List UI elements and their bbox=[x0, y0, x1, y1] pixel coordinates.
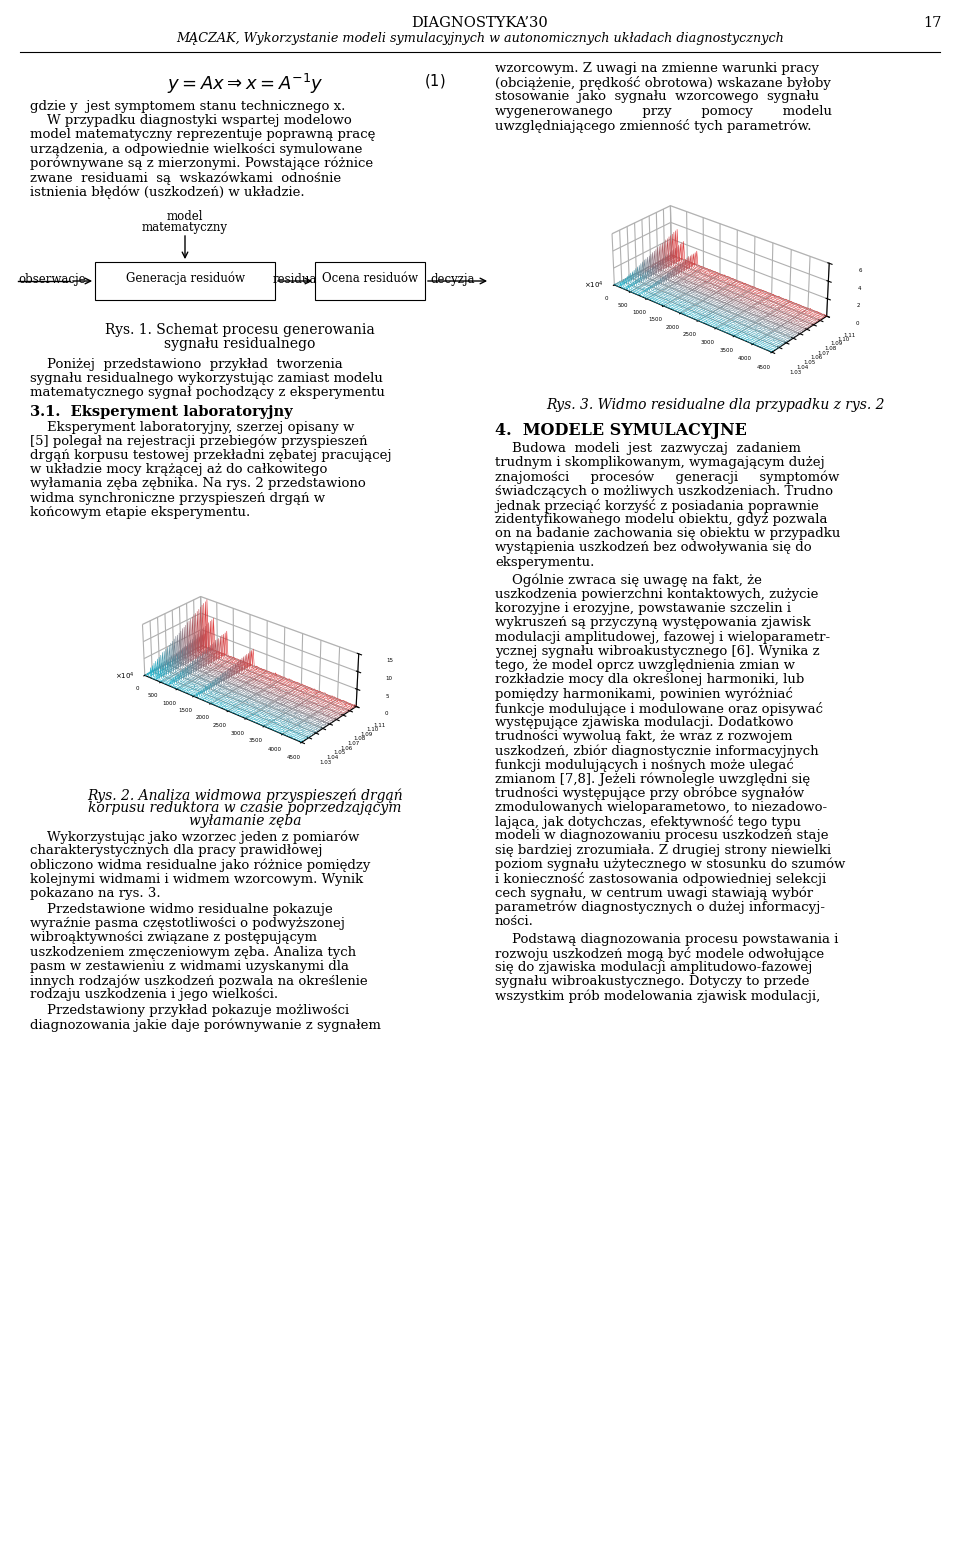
Text: Poniżej  przedstawiono  przykład  tworzenia: Poniżej przedstawiono przykład tworzenia bbox=[30, 357, 343, 372]
Text: charakterystycznych dla pracy prawidłowej: charakterystycznych dla pracy prawidłowe… bbox=[30, 845, 323, 857]
Text: wygenerowanego       przy       pomocy       modelu: wygenerowanego przy pomocy modelu bbox=[495, 105, 832, 117]
Text: korpusu reduktora w czasie poprzedzającym: korpusu reduktora w czasie poprzedzający… bbox=[88, 801, 401, 815]
Text: $\times10^4$: $\times10^4$ bbox=[585, 279, 604, 292]
Text: kolejnymi widmami i widmem wzorcowym. Wynik: kolejnymi widmami i widmem wzorcowym. Wy… bbox=[30, 873, 363, 885]
Text: ności.: ności. bbox=[495, 915, 534, 927]
Text: zmianom [7,8]. Jeżeli równolegle uwzględni się: zmianom [7,8]. Jeżeli równolegle uwzględ… bbox=[495, 773, 810, 787]
Text: Rys. 1. Schemat procesu generowania: Rys. 1. Schemat procesu generowania bbox=[106, 323, 374, 337]
Text: poziom sygnału użytecznego w stosunku do szumów: poziom sygnału użytecznego w stosunku do… bbox=[495, 859, 846, 871]
Text: Eksperyment laboratoryjny, szerzej opisany w: Eksperyment laboratoryjny, szerzej opisa… bbox=[30, 420, 354, 434]
Text: $\times10^4$: $\times10^4$ bbox=[115, 670, 134, 682]
Text: Przedstawione widmo residualne pokazuje: Przedstawione widmo residualne pokazuje bbox=[30, 902, 333, 916]
Text: eksperymentu.: eksperymentu. bbox=[495, 556, 594, 568]
Text: decyzja: decyzja bbox=[430, 273, 474, 286]
Text: [5] polegał na rejestracji przebiegów przyspieszeń: [5] polegał na rejestracji przebiegów pr… bbox=[30, 436, 368, 448]
Text: w układzie mocy krążącej aż do całkowitego: w układzie mocy krążącej aż do całkowite… bbox=[30, 464, 327, 476]
Text: 3.1.  Eksperyment laboratoryjny: 3.1. Eksperyment laboratoryjny bbox=[30, 404, 293, 418]
Text: pomiędzy harmonikami, powinien wyróżniać: pomiędzy harmonikami, powinien wyróżniać bbox=[495, 687, 793, 701]
Text: zwane  residuami  są  wskazówkami  odnośnie: zwane residuami są wskazówkami odnośnie bbox=[30, 172, 341, 184]
Text: matematyczny: matematyczny bbox=[142, 222, 228, 234]
Text: gdzie y  jest symptomem stanu technicznego x.: gdzie y jest symptomem stanu techniczneg… bbox=[30, 100, 346, 112]
Text: stosowanie  jako  sygnału  wzorcowego  sygnału: stosowanie jako sygnału wzorcowego sygna… bbox=[495, 91, 819, 103]
Text: pasm w zestawieniu z widmami uzyskanymi dla: pasm w zestawieniu z widmami uzyskanymi … bbox=[30, 960, 349, 973]
Text: wystąpienia uszkodzeń bez odwoływania się do: wystąpienia uszkodzeń bez odwoływania si… bbox=[495, 542, 811, 554]
Text: uszkodzeniem zmęczeniowym zęba. Analiza tych: uszkodzeniem zmęczeniowym zęba. Analiza … bbox=[30, 946, 356, 958]
Text: funkcji modulujących i nośnych może ulegać: funkcji modulujących i nośnych może uleg… bbox=[495, 759, 794, 773]
Text: wykruszeń są przyczyną występowania zjawisk: wykruszeń są przyczyną występowania zjaw… bbox=[495, 617, 811, 629]
Text: widma synchroniczne przyspieszeń drgąń w: widma synchroniczne przyspieszeń drgąń w bbox=[30, 492, 325, 504]
Text: porównywane są z mierzonymi. Powstające różnice: porównywane są z mierzonymi. Powstające … bbox=[30, 156, 373, 170]
Text: rozwoju uszkodzeń mogą być modele odwołujące: rozwoju uszkodzeń mogą być modele odwołu… bbox=[495, 948, 824, 962]
Text: Generacja residuów: Generacja residuów bbox=[126, 272, 245, 284]
Text: Budowa  modeli  jest  zazwyczaj  zadaniem: Budowa modeli jest zazwyczaj zadaniem bbox=[495, 442, 801, 454]
Text: DIAGNOSTYKA’30: DIAGNOSTYKA’30 bbox=[412, 16, 548, 30]
Text: $(1)$: $(1)$ bbox=[423, 72, 445, 91]
Text: 17: 17 bbox=[924, 16, 942, 30]
Text: trudności występujące przy obróbce sygnałów: trudności występujące przy obróbce sygna… bbox=[495, 787, 804, 801]
Text: residua: residua bbox=[273, 273, 317, 286]
Text: sygnału residualnego wykorzystując zamiast modelu: sygnału residualnego wykorzystując zamia… bbox=[30, 372, 383, 386]
Text: Rys. 2. Analiza widmowa przyspieszeń drgąń: Rys. 2. Analiza widmowa przyspieszeń drg… bbox=[87, 788, 403, 802]
Text: funkcje modulujące i modulowane oraz opisywać: funkcje modulujące i modulowane oraz opi… bbox=[495, 701, 823, 715]
Text: znajomości     procesów     generacji     symptomów: znajomości procesów generacji symptomów bbox=[495, 470, 839, 484]
Text: się do zjawiska modulacji amplitudowo-fazowej: się do zjawiska modulacji amplitudowo-fa… bbox=[495, 962, 812, 974]
Text: on na badanie zachowania się obiektu w przypadku: on na badanie zachowania się obiektu w p… bbox=[495, 528, 840, 540]
Text: tego, że model oprcz uwzględnienia zmian w: tego, że model oprcz uwzględnienia zmian… bbox=[495, 659, 795, 671]
Text: istnienia błędów (uszkodzeń) w układzie.: istnienia błędów (uszkodzeń) w układzie. bbox=[30, 186, 304, 198]
Text: MĄCZAK, Wykorzystanie modeli symulacyjnych w autonomicznych układach diagnostycz: MĄCZAK, Wykorzystanie modeli symulacyjny… bbox=[176, 31, 784, 45]
Text: trudności wywoluą fakt, że wraz z rozwojem: trudności wywoluą fakt, że wraz z rozwoj… bbox=[495, 731, 793, 743]
Text: lająca, jak dotychczas, efektywność tego typu: lająca, jak dotychczas, efektywność tego… bbox=[495, 815, 801, 829]
Text: Ogólnie zwraca się uwagę na fakt, że: Ogólnie zwraca się uwagę na fakt, że bbox=[495, 574, 762, 587]
Text: korozyjne i erozyjne, powstawanie szczelin i: korozyjne i erozyjne, powstawanie szczel… bbox=[495, 603, 791, 615]
Text: W przypadku diagnostyki wspartej modelowo: W przypadku diagnostyki wspartej modelow… bbox=[30, 114, 351, 126]
Text: Podstawą diagnozowania procesu powstawania i: Podstawą diagnozowania procesu powstawan… bbox=[495, 933, 838, 946]
Text: modulacji amplitudowej, fazowej i wieloparametr-: modulacji amplitudowej, fazowej i wielop… bbox=[495, 631, 830, 643]
Text: sygnału residualnego: sygnału residualnego bbox=[164, 337, 316, 351]
Text: wzorcowym. Z uwagi na zmienne warunki pracy: wzorcowym. Z uwagi na zmienne warunki pr… bbox=[495, 62, 819, 75]
Text: wyłamania zęba zębnika. Na rys. 2 przedstawiono: wyłamania zęba zębnika. Na rys. 2 przeds… bbox=[30, 478, 366, 490]
Text: drgąń korpusu testowej przekładni zębatej pracującej: drgąń korpusu testowej przekładni zębate… bbox=[30, 450, 392, 462]
Text: innych rodzajów uszkodzeń pozwala na określenie: innych rodzajów uszkodzeń pozwala na okr… bbox=[30, 974, 368, 988]
Text: modeli w diagnozowaniu procesu uszkodzeń staje: modeli w diagnozowaniu procesu uszkodzeń… bbox=[495, 829, 828, 843]
Text: Ocena residuów: Ocena residuów bbox=[322, 272, 418, 284]
Text: końcowym etapie eksperymentu.: końcowym etapie eksperymentu. bbox=[30, 506, 251, 518]
Text: jednak przeciąć korzyść z posiadania poprawnie: jednak przeciąć korzyść z posiadania pop… bbox=[495, 500, 819, 514]
Text: trudnym i skomplikowanym, wymagającym dużej: trudnym i skomplikowanym, wymagającym du… bbox=[495, 456, 825, 470]
Text: model matematyczny reprezentuje poprawną pracę: model matematyczny reprezentuje poprawną… bbox=[30, 128, 375, 142]
Text: parametrów diagnostycznych o dużej informacyj-: parametrów diagnostycznych o dużej infor… bbox=[495, 901, 825, 913]
Text: wyraźnie pasma częstotliwości o podwyższonej: wyraźnie pasma częstotliwości o podwyższ… bbox=[30, 918, 345, 930]
Text: i konieczność zastosowania odpowiedniej selekcji: i konieczność zastosowania odpowiedniej … bbox=[495, 873, 827, 887]
Text: ycznej sygnału wibroakustycznego [6]. Wynika z: ycznej sygnału wibroakustycznego [6]. Wy… bbox=[495, 645, 820, 657]
Text: obserwacje: obserwacje bbox=[18, 273, 85, 286]
Text: rodzaju uszkodzenia i jego wielkości.: rodzaju uszkodzenia i jego wielkości. bbox=[30, 988, 278, 1001]
Text: Wykorzystując jako wzorzec jeden z pomiarów: Wykorzystując jako wzorzec jeden z pomia… bbox=[30, 830, 359, 843]
Bar bbox=[95, 262, 275, 300]
Text: (obciążenie, prędkość obrotowa) wskazane byłoby: (obciążenie, prędkość obrotowa) wskazane… bbox=[495, 76, 830, 91]
Text: Rys. 3. Widmo residualne dla przypadku z rys. 2: Rys. 3. Widmo residualne dla przypadku z… bbox=[545, 398, 884, 412]
Text: $y = Ax \Rightarrow x = A^{-1}y$: $y = Ax \Rightarrow x = A^{-1}y$ bbox=[167, 72, 324, 97]
Text: model: model bbox=[167, 211, 204, 223]
Text: występujące zjawiska modulacji. Dodatkowo: występujące zjawiska modulacji. Dodatkow… bbox=[495, 716, 793, 729]
Text: diagnozowania jakie daje porównywanie z sygnałem: diagnozowania jakie daje porównywanie z … bbox=[30, 1019, 381, 1032]
Text: Przedstawiony przykład pokazuje możliwości: Przedstawiony przykład pokazuje możliwoś… bbox=[30, 1004, 349, 1018]
Text: cech sygnału, w centrum uwagi stawiają wybór: cech sygnału, w centrum uwagi stawiają w… bbox=[495, 887, 813, 899]
Bar bbox=[315, 262, 425, 300]
Text: wibroąktywności związane z postępującym: wibroąktywności związane z postępującym bbox=[30, 932, 317, 944]
Text: zidentyfikowanego modelu obiektu, gdyż pozwala: zidentyfikowanego modelu obiektu, gdyż p… bbox=[495, 514, 828, 526]
Text: wyłamanie zęba: wyłamanie zęba bbox=[189, 813, 301, 827]
Text: uszkodzenia powierzchni kontaktowych, zużycie: uszkodzenia powierzchni kontaktowych, zu… bbox=[495, 588, 818, 601]
Text: uwzględniającego zmienność tych parametrów.: uwzględniającego zmienność tych parametr… bbox=[495, 119, 811, 133]
Text: urządzenia, a odpowiednie wielkości symulowane: urządzenia, a odpowiednie wielkości symu… bbox=[30, 142, 362, 156]
Text: świadczących o możliwych uszkodzeniach. Trudno: świadczących o możliwych uszkodzeniach. … bbox=[495, 484, 833, 498]
Text: rozkładzie mocy dla określonej harmoniki, lub: rozkładzie mocy dla określonej harmoniki… bbox=[495, 673, 804, 687]
Text: pokazano na rys. 3.: pokazano na rys. 3. bbox=[30, 887, 160, 899]
Text: zmodulowanych wieloparametowo, to niezadowo-: zmodulowanych wieloparametowo, to niezad… bbox=[495, 801, 828, 813]
Text: się bardziej zrozumiała. Z drugiej strony niewielki: się bardziej zrozumiała. Z drugiej stron… bbox=[495, 843, 831, 857]
Text: wszystkim prób modelowania zjawisk modulacji,: wszystkim prób modelowania zjawisk modul… bbox=[495, 990, 820, 1004]
Text: sygnału wibroakustycznego. Dotyczy to przede: sygnału wibroakustycznego. Dotyczy to pr… bbox=[495, 976, 809, 988]
Text: 4.  MODELE SYMULACYJNE: 4. MODELE SYMULACYJNE bbox=[495, 421, 747, 439]
Text: matematycznego sygnał pochodzący z eksperymentu: matematycznego sygnał pochodzący z ekspe… bbox=[30, 387, 385, 400]
Text: uszkodzeń, zbiór diagnostycznie informacyjnych: uszkodzeń, zbiór diagnostycznie informac… bbox=[495, 745, 819, 757]
Text: obliczono widma residualne jako różnice pomiędzy: obliczono widma residualne jako różnice … bbox=[30, 859, 371, 873]
